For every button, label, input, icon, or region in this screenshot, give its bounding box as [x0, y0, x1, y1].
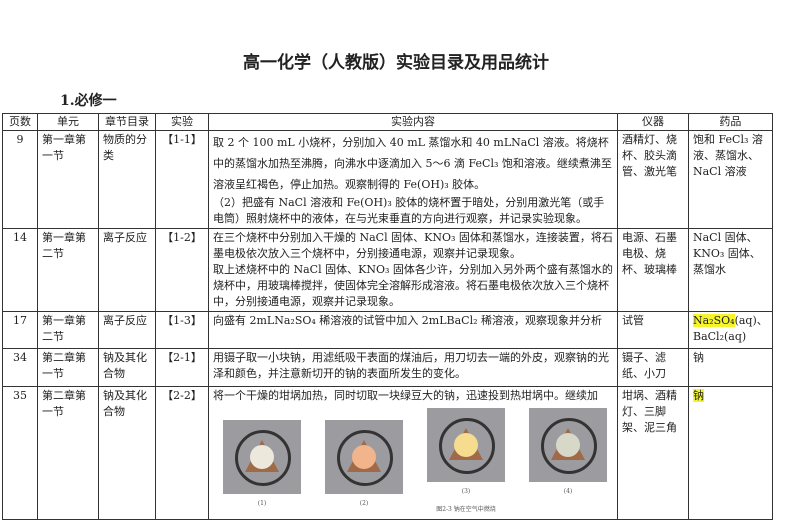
col-header: 单元 — [37, 113, 99, 131]
col-header: 实验内容 — [208, 113, 618, 131]
unit-cell: 第一章第二节 — [37, 228, 99, 312]
experiment-table: 页数 单元 章节目录 实验 实验内容 仪器 药品 9 第一章第一节 物质的分类 … — [2, 113, 773, 520]
photo-caption: (3) — [461, 488, 471, 495]
reagents-cell: 钠 — [688, 348, 773, 387]
photo-caption: (1) — [257, 500, 267, 507]
col-header: 页数 — [2, 113, 38, 131]
instruments-cell: 试管 — [617, 311, 689, 349]
crucible-photo — [427, 408, 505, 482]
col-header: 章节目录 — [98, 113, 156, 131]
content-cell: 用镊子取一小块钠，用滤纸吸干表面的煤油后，用刀切去一端的外皮，观察钠的光泽和颜色… — [208, 348, 618, 387]
table-row: 9 第一章第一节 物质的分类 【1-1】 取 2 个 100 mL 小烧杯，分别… — [2, 130, 773, 229]
photo: (2) — [325, 420, 403, 518]
chapter-cell: 钠及其化合物 — [98, 386, 156, 520]
photo-figure: (1) (2) (3) 图2-3 钠在空气中燃烧 (4) — [213, 404, 613, 518]
highlighted-reagent: Na₂SO₄ — [693, 314, 735, 327]
photo: (3) 图2-3 钠在空气中燃烧 — [427, 408, 505, 518]
table-row: 14 第一章第二节 离子反应 【1-2】 在三个烧杯中分别加入干燥的 NaCl … — [2, 228, 773, 312]
col-header: 实验 — [155, 113, 209, 131]
instruments-cell: 镊子、滤纸、小刀 — [617, 348, 689, 387]
content-para: （2）把盛有 NaCl 溶液和 Fe(OH)₃ 胶体的烧杯置于暗处，分别用激光笔… — [213, 196, 605, 225]
unit-cell: 第二章第一节 — [37, 348, 99, 387]
reagents-cell: Na₂SO₄(aq)、BaCl₂(aq) — [688, 311, 773, 349]
chapter-cell: 钠及其化合物 — [98, 348, 156, 387]
photo: (4) — [529, 408, 607, 518]
unit-cell: 第一章第一节 — [37, 130, 99, 229]
unit-cell: 第二章第一节 — [37, 386, 99, 520]
figure-caption: 图2-3 钠在空气中燃烧 — [436, 506, 496, 513]
crucible-photo — [529, 408, 607, 482]
content-cell: 在三个烧杯中分别加入干燥的 NaCl 固体、KNO₃ 固体和蒸馏水，连接装置，将… — [208, 228, 618, 312]
unit-cell: 第一章第二节 — [37, 311, 99, 349]
reagents-cell: 钠 — [688, 386, 773, 520]
content-para: 取 2 个 100 mL 小烧杯，分别加入 40 mL 蒸馏水和 40 mLNa… — [213, 136, 612, 191]
content-para: 取上述烧杯中的 NaCl 固体、KNO₃ 固体各少许，分别加入另外两个盛有蒸馏水… — [213, 263, 613, 308]
section-heading: 1.必修一 — [60, 93, 117, 109]
content-para: 在三个烧杯中分别加入干燥的 NaCl 固体、KNO₃ 固体和蒸馏水，连接装置，将… — [213, 231, 613, 260]
photo-caption: (2) — [359, 500, 369, 507]
exp-cell: 【2-1】 — [155, 348, 209, 387]
chapter-cell: 离子反应 — [98, 311, 156, 349]
exp-cell: 【2-2】 — [155, 386, 209, 520]
reagents-cell: 饱和 FeCl₃ 溶液、蒸馏水、NaCl 溶液 — [688, 130, 773, 229]
crucible-photo — [325, 420, 403, 494]
page-title: 高一化学（人教版）实验目录及用品统计 — [243, 53, 549, 73]
table-row: 17 第一章第二节 离子反应 【1-3】 向盛有 2mLNa₂SO₄ 稀溶液的试… — [2, 311, 773, 349]
col-header: 仪器 — [617, 113, 689, 131]
page-cell: 34 — [2, 348, 38, 387]
content-cell: 向盛有 2mLNa₂SO₄ 稀溶液的试管中加入 2mLBaCl₂ 稀溶液，观察现… — [208, 311, 618, 349]
col-header: 药品 — [688, 113, 773, 131]
content-cell: 将一个干燥的坩埚加热，同时切取一块绿豆大的钠，迅速投到热坩埚中。继续加 (1) … — [208, 386, 618, 520]
content-para: 将一个干燥的坩埚加热，同时切取一块绿豆大的钠，迅速投到热坩埚中。继续加 — [213, 389, 598, 402]
table-row: 35 第二章第一节 钠及其化合物 【2-2】 将一个干燥的坩埚加热，同时切取一块… — [2, 386, 773, 520]
page-cell: 35 — [2, 386, 38, 520]
page-cell: 14 — [2, 228, 38, 312]
instruments-cell: 电源、石墨电极、烧杯、玻璃棒 — [617, 228, 689, 312]
header-row: 页数 单元 章节目录 实验 实验内容 仪器 药品 — [2, 113, 773, 131]
photo-caption: (4) — [563, 488, 573, 495]
instruments-cell: 酒精灯、烧杯、胶头滴管、激光笔 — [617, 130, 689, 229]
photo: (1) — [223, 420, 301, 518]
chapter-cell: 离子反应 — [98, 228, 156, 312]
reagents-cell: NaCl 固体、KNO₃ 固体、蒸馏水 — [688, 228, 773, 312]
page-cell: 17 — [2, 311, 38, 349]
instruments-cell: 坩埚、酒精灯、三脚架、泥三角 — [617, 386, 689, 520]
chapter-cell: 物质的分类 — [98, 130, 156, 229]
content-cell: 取 2 个 100 mL 小烧杯，分别加入 40 mL 蒸馏水和 40 mLNa… — [208, 130, 618, 229]
exp-cell: 【1-2】 — [155, 228, 209, 312]
crucible-photo — [223, 420, 301, 494]
highlighted-reagent: 钠 — [693, 389, 704, 402]
exp-cell: 【1-1】 — [155, 130, 209, 229]
reagent-text: (aq)、BaCl₂(aq) — [693, 314, 768, 343]
table-row: 34 第二章第一节 钠及其化合物 【2-1】 用镊子取一小块钠，用滤纸吸干表面的… — [2, 348, 773, 387]
page-cell: 9 — [2, 130, 38, 229]
exp-cell: 【1-3】 — [155, 311, 209, 349]
